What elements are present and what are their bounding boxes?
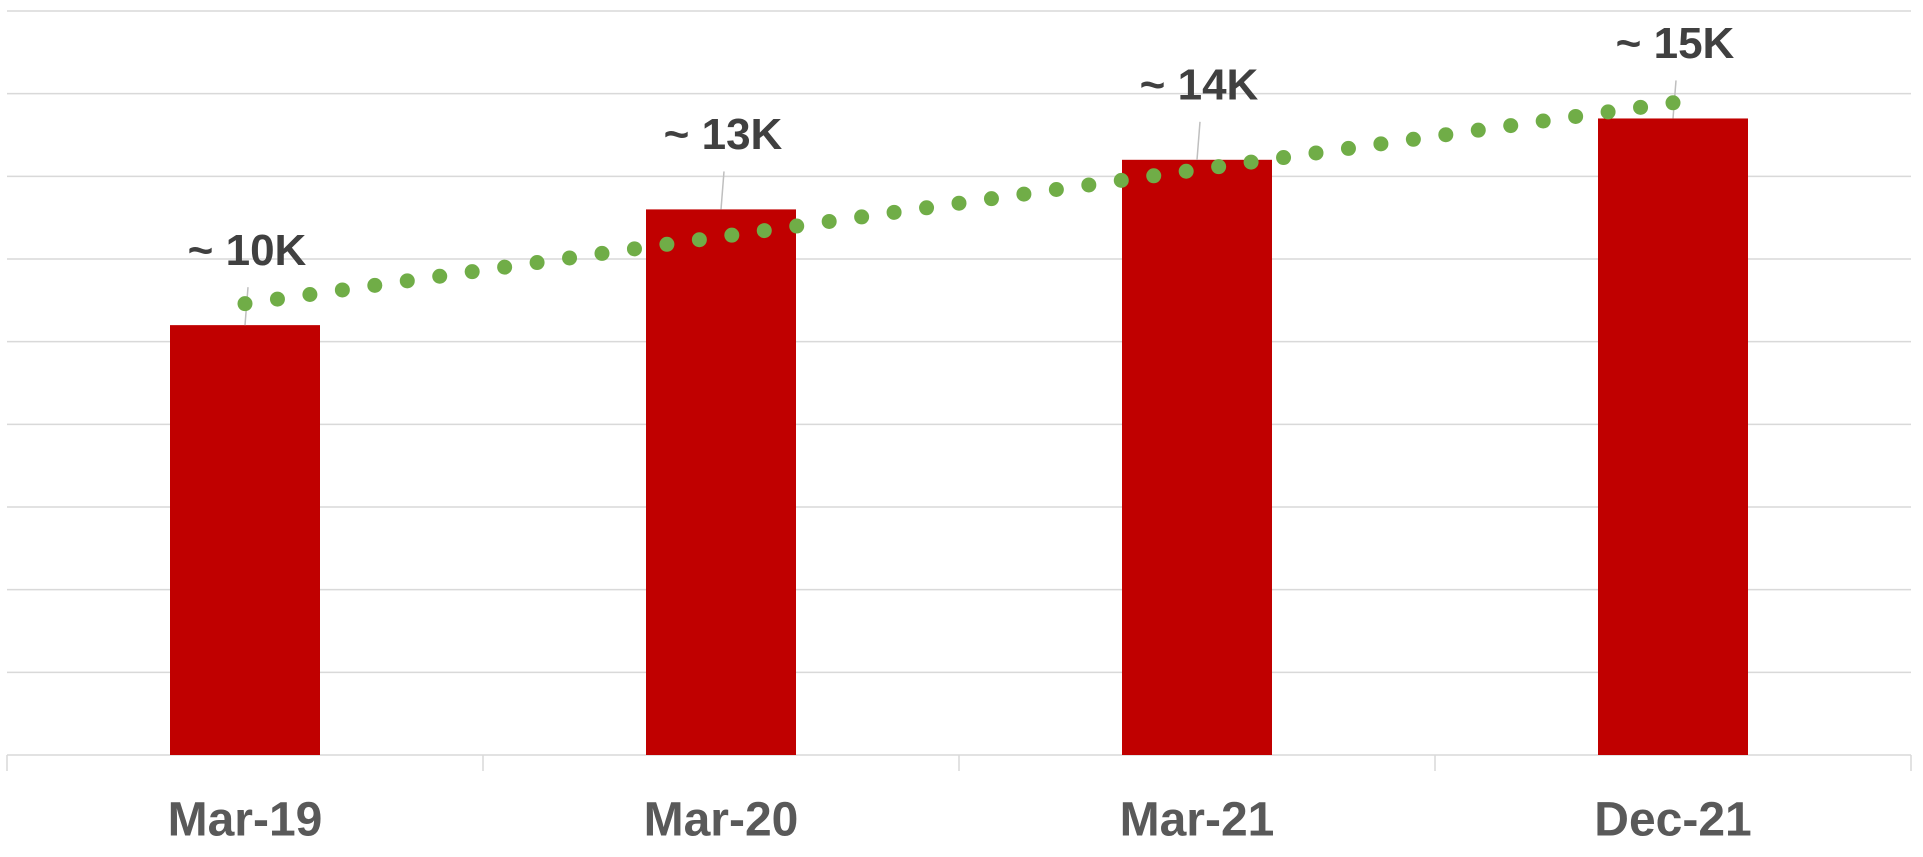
trendline-dot <box>1081 177 1097 193</box>
leader-line <box>1196 121 1201 160</box>
trendline-dot <box>919 200 935 216</box>
trendline-dot <box>562 250 578 266</box>
trendline-dot <box>1665 95 1681 111</box>
trendline-dot <box>886 204 902 220</box>
data-label: ~ 10K <box>188 226 307 275</box>
trendline-dot <box>1373 136 1389 152</box>
trendline-dot <box>854 209 870 225</box>
trendline-dot <box>1438 127 1454 143</box>
trendline-dot <box>399 273 415 289</box>
trendline-dot <box>691 232 707 248</box>
trendline-dot <box>1243 154 1259 170</box>
trendline-dot <box>951 195 967 211</box>
trendline-dot <box>1633 99 1649 115</box>
x-tick-label: Mar-21 <box>1120 794 1275 847</box>
trendline-dot <box>659 236 675 252</box>
trendline-dot <box>789 218 805 234</box>
trendline-dot <box>1568 108 1584 124</box>
trendline-dot <box>1535 113 1551 129</box>
leader-line <box>720 171 725 210</box>
trendline-dot <box>529 255 545 271</box>
trendline-dot <box>626 241 642 257</box>
trendline-dot <box>1503 118 1519 134</box>
bar <box>1598 118 1748 755</box>
trendline-dot <box>1146 168 1162 184</box>
trendline-dot <box>1405 131 1421 147</box>
trendline-dot <box>1178 163 1194 179</box>
trendline-dot <box>367 277 383 293</box>
trendline-dot <box>334 282 350 298</box>
x-tick-label: Mar-20 <box>644 794 799 847</box>
trendline-dot <box>1308 145 1324 161</box>
trendline-dot <box>269 291 285 307</box>
trendline-dot <box>724 227 740 243</box>
bar <box>1122 159 1272 756</box>
trendline-dot <box>1600 104 1616 120</box>
bar <box>170 325 320 755</box>
data-label: ~ 13K <box>664 110 783 159</box>
trendline-dot <box>1211 159 1227 175</box>
trendline-dot <box>1276 150 1292 166</box>
data-label: ~ 15K <box>1616 19 1735 68</box>
trendline-dot <box>302 287 318 303</box>
trendline-dot <box>1016 186 1032 202</box>
trendline-dot <box>464 264 480 280</box>
trendline-dot <box>237 296 253 312</box>
trendline-dot <box>432 268 448 284</box>
bar <box>646 209 796 755</box>
trendline-dot <box>821 213 837 229</box>
trendline-dot <box>497 259 513 275</box>
trendline-dot <box>1048 182 1064 198</box>
trendline-dot <box>594 245 610 261</box>
trendline-dot <box>983 191 999 207</box>
trendline-dot <box>1113 172 1129 188</box>
x-tick-label: Dec-21 <box>1594 794 1751 847</box>
trendline-dot <box>1470 122 1486 138</box>
trendline-dot <box>756 223 772 239</box>
trendline-dot <box>1340 140 1356 156</box>
x-tick-label: Mar-19 <box>168 794 323 847</box>
data-label: ~ 14K <box>1140 60 1259 109</box>
